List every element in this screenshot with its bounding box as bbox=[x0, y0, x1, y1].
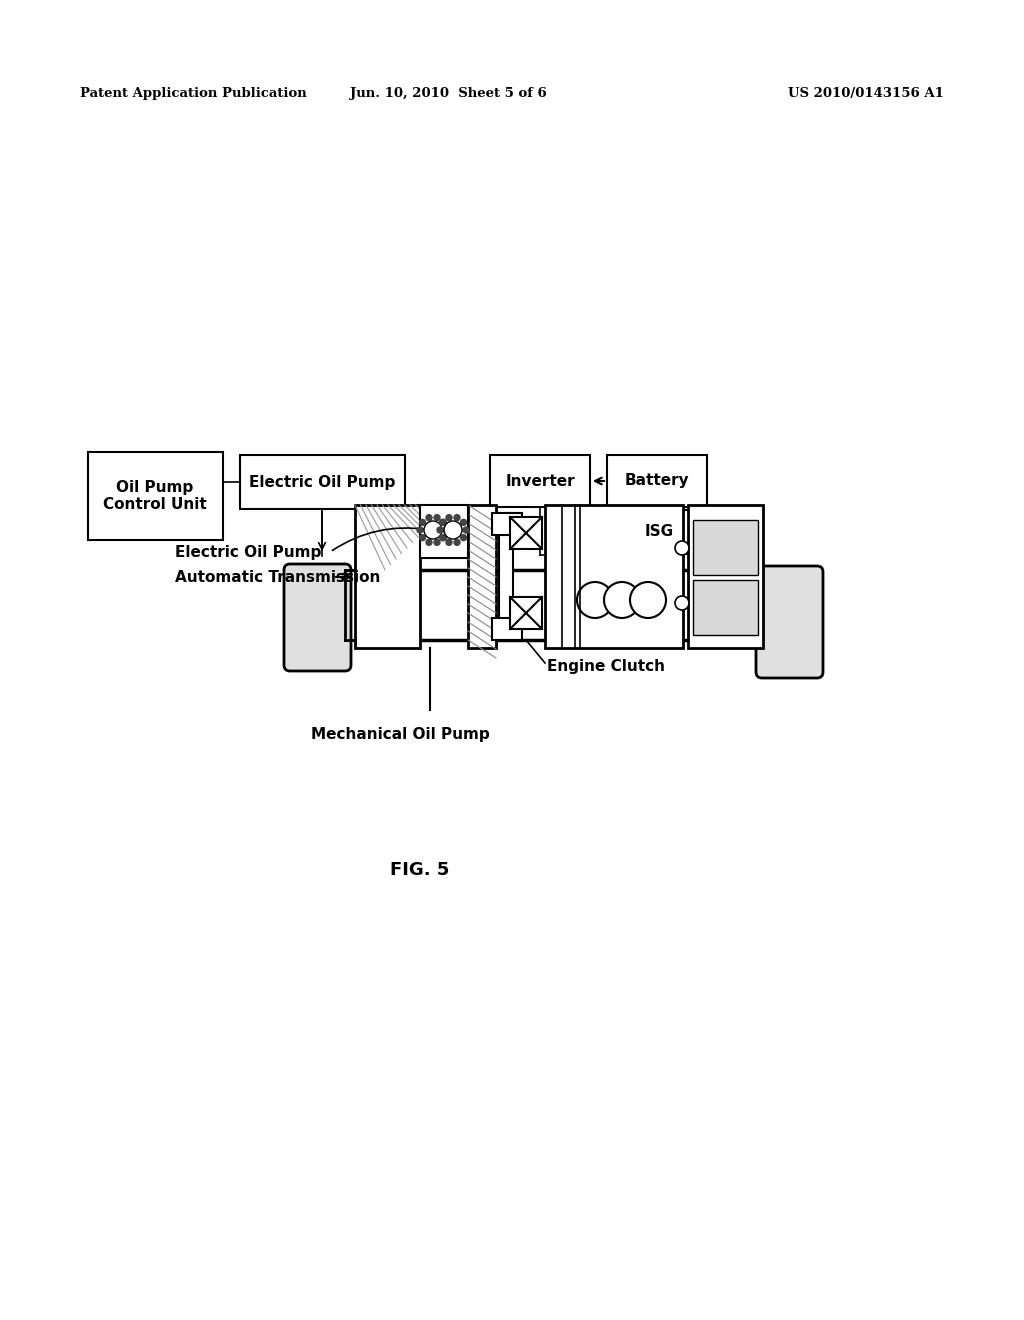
Circle shape bbox=[446, 540, 452, 545]
Text: Mechanical Oil Pump: Mechanical Oil Pump bbox=[310, 727, 489, 742]
Text: US 2010/0143156 A1: US 2010/0143156 A1 bbox=[788, 87, 944, 99]
Circle shape bbox=[439, 519, 445, 525]
Bar bbox=[240, 455, 406, 510]
Text: Patent Application Publication: Patent Application Publication bbox=[80, 87, 307, 99]
Text: FIG. 5: FIG. 5 bbox=[390, 861, 450, 879]
Circle shape bbox=[434, 540, 440, 545]
Bar bbox=[688, 506, 763, 648]
Text: Engine Clutch: Engine Clutch bbox=[547, 660, 665, 675]
Bar bbox=[420, 506, 468, 558]
Bar bbox=[492, 513, 522, 535]
FancyBboxPatch shape bbox=[756, 566, 823, 678]
Circle shape bbox=[454, 540, 460, 545]
Circle shape bbox=[420, 535, 426, 541]
Circle shape bbox=[604, 582, 640, 618]
Circle shape bbox=[420, 519, 426, 525]
Circle shape bbox=[630, 582, 666, 618]
Text: ISG: ISG bbox=[644, 524, 674, 540]
Bar bbox=[468, 506, 496, 648]
Circle shape bbox=[437, 527, 443, 533]
Bar bbox=[693, 579, 758, 635]
Bar bbox=[510, 597, 542, 630]
Circle shape bbox=[675, 597, 689, 610]
Bar bbox=[88, 451, 223, 540]
Circle shape bbox=[426, 515, 432, 520]
Text: Jun. 10, 2010  Sheet 5 of 6: Jun. 10, 2010 Sheet 5 of 6 bbox=[349, 87, 547, 99]
Circle shape bbox=[454, 515, 460, 520]
Circle shape bbox=[417, 527, 423, 533]
Circle shape bbox=[424, 521, 442, 539]
Bar bbox=[693, 520, 758, 576]
Bar bbox=[492, 618, 522, 640]
Bar bbox=[490, 455, 590, 507]
Text: Automatic Transmission: Automatic Transmission bbox=[175, 569, 380, 585]
FancyBboxPatch shape bbox=[284, 564, 351, 671]
Circle shape bbox=[426, 540, 432, 545]
Text: Electric Oil Pump: Electric Oil Pump bbox=[175, 544, 322, 560]
Bar bbox=[620, 510, 698, 554]
Bar bbox=[545, 506, 683, 648]
Circle shape bbox=[461, 519, 467, 525]
Circle shape bbox=[443, 527, 449, 533]
Circle shape bbox=[440, 519, 446, 525]
Bar bbox=[510, 517, 542, 549]
Bar bbox=[607, 455, 707, 507]
Circle shape bbox=[463, 527, 469, 533]
Text: Electric Oil Pump: Electric Oil Pump bbox=[249, 474, 395, 490]
Circle shape bbox=[439, 535, 445, 541]
Circle shape bbox=[675, 541, 689, 554]
Text: Oil Pump
Control Unit: Oil Pump Control Unit bbox=[103, 479, 207, 512]
Text: Battery: Battery bbox=[625, 474, 689, 488]
Bar bbox=[355, 506, 420, 648]
Circle shape bbox=[444, 521, 462, 539]
Bar bbox=[499, 513, 513, 640]
Circle shape bbox=[440, 535, 446, 541]
Circle shape bbox=[446, 515, 452, 520]
Circle shape bbox=[577, 582, 613, 618]
Circle shape bbox=[434, 515, 440, 520]
Text: Inverter: Inverter bbox=[505, 474, 574, 488]
Circle shape bbox=[461, 535, 467, 541]
